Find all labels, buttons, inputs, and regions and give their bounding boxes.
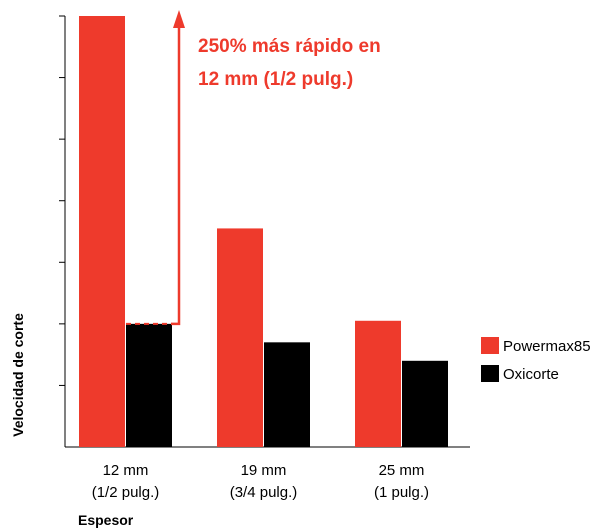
y-ticks [59, 16, 65, 385]
legend-swatch-oxicorte [481, 365, 499, 382]
bar-powermax85-0 [79, 16, 125, 447]
legend-label-powermax85: Powermax85 [503, 338, 591, 355]
annotation-arrowhead [173, 10, 185, 28]
x-axis-label: Espesor [78, 512, 134, 528]
x-tick-labels: 12 mm (1/2 pulg.) 19 mm (3/4 pulg.) 25 mm (1 … [92, 462, 429, 501]
annotation-text-line-1: 250% más rápido en [198, 36, 381, 57]
legend-swatch-powermax85 [481, 337, 499, 354]
bar-oxicorte-0 [126, 324, 172, 447]
x-tick-label-2-1: (1 pulg.) [374, 484, 429, 501]
annotation-text-line-2: 12 mm (1/2 pulg.) [198, 69, 353, 90]
bar-powermax85-2 [355, 321, 401, 447]
x-tick-label-1-1: (3/4 pulg.) [230, 484, 298, 501]
x-tick-label-0-0: 12 mm [103, 462, 149, 479]
x-tick-label-2-0: 25 mm [379, 462, 425, 479]
legend-label-oxicorte: Oxicorte [503, 366, 559, 383]
legend: Powermax85 Oxicorte [481, 337, 591, 383]
bar-powermax85-1 [217, 228, 263, 447]
bar-oxicorte-2 [402, 361, 448, 447]
bar-oxicorte-1 [264, 342, 310, 447]
annotation-arrow-line [171, 28, 179, 324]
y-axis-label: Velocidad de corte [10, 313, 26, 437]
x-tick-label-0-1: (1/2 pulg.) [92, 484, 160, 501]
x-tick-label-1-0: 19 mm [241, 462, 287, 479]
